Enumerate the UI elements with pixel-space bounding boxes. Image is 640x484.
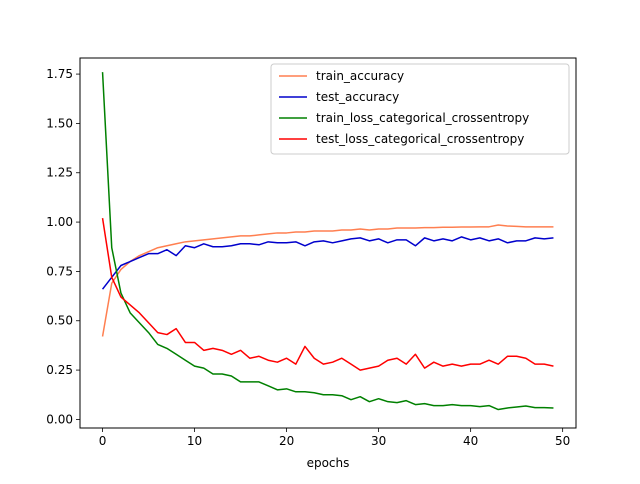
y-tick-label: 0.00 bbox=[46, 412, 73, 426]
series-line-test-loss-categorical-crossentropy bbox=[101, 218, 554, 371]
legend-label: train_loss_categorical_crossentropy bbox=[316, 111, 529, 125]
x-tick-label: 10 bbox=[187, 434, 202, 448]
series-line-train-accuracy bbox=[101, 224, 554, 337]
x-tick-label: 30 bbox=[371, 434, 386, 448]
y-tick-label: 1.00 bbox=[46, 215, 73, 229]
y-tick-label: 0.25 bbox=[46, 363, 73, 377]
series-line-train-loss-categorical-crossentropy bbox=[101, 72, 554, 411]
y-tick-label: 0.75 bbox=[46, 264, 73, 278]
legend-label: train_accuracy bbox=[316, 69, 404, 83]
y-tick-label: 1.25 bbox=[46, 166, 73, 180]
y-tick-label: 0.50 bbox=[46, 314, 73, 328]
y-tick-label: 1.75 bbox=[46, 67, 73, 81]
legend: train_accuracy test_accuracy train_loss_ca… bbox=[270, 63, 570, 155]
x-tick-label: 0 bbox=[99, 434, 107, 448]
series-lines bbox=[101, 72, 554, 411]
x-tick-label: 20 bbox=[279, 434, 294, 448]
series-line-test-accuracy bbox=[101, 236, 554, 290]
legend-label: test_loss_categorical_crossentropy bbox=[316, 132, 524, 146]
legend-label: test_accuracy bbox=[316, 90, 399, 104]
plot-frame bbox=[79, 57, 577, 429]
x-tick-label: 50 bbox=[555, 434, 570, 448]
x-axis-label: epochs bbox=[307, 456, 350, 470]
y-tick-label: 1.50 bbox=[46, 116, 73, 130]
axis-ticks: 0 10 20 30 40 50 0.00 0.25 0.50 0.75 1.00 1.25 1.50 1… bbox=[46, 67, 570, 448]
x-tick-label: 40 bbox=[463, 434, 478, 448]
legend-box bbox=[270, 63, 570, 155]
